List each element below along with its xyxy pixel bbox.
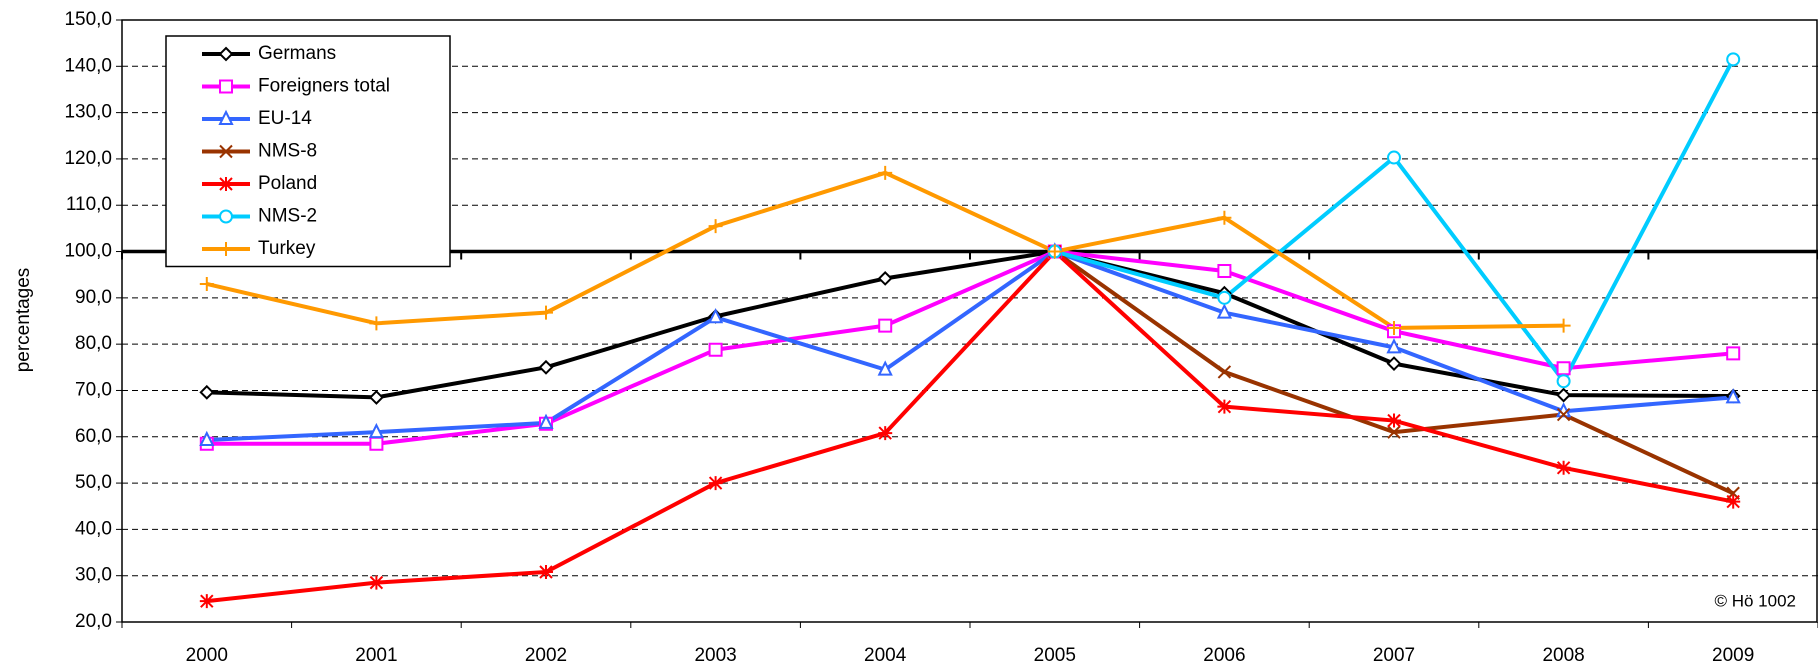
legend-label: NMS-2 xyxy=(258,206,317,227)
point xyxy=(1725,388,1741,404)
point xyxy=(369,436,384,451)
point xyxy=(1556,387,1572,403)
legend-label: EU-14 xyxy=(258,108,312,129)
legend-label: Turkey xyxy=(258,238,316,259)
x-tick-label: 2001 xyxy=(355,645,397,666)
point xyxy=(878,426,893,441)
y-tick-label: 100,0 xyxy=(64,241,112,262)
y-tick-label: 130,0 xyxy=(64,102,112,123)
series-line xyxy=(206,249,1734,446)
point xyxy=(1386,338,1402,354)
series-line xyxy=(206,249,1734,604)
x-tick-label: 2004 xyxy=(864,645,907,666)
legend-marker xyxy=(218,109,234,125)
point xyxy=(1386,356,1402,372)
point xyxy=(1726,494,1741,509)
point xyxy=(1556,318,1571,333)
x-tick-label: 2000 xyxy=(186,645,228,666)
point xyxy=(707,308,724,324)
x-tick-label: 2005 xyxy=(1034,645,1076,666)
point xyxy=(1387,425,1401,439)
point xyxy=(1556,374,1571,389)
y-tick-label: 30,0 xyxy=(75,565,112,586)
legend-label: NMS-8 xyxy=(258,141,317,162)
y-tick-label: 140,0 xyxy=(64,55,112,76)
point xyxy=(1556,407,1571,422)
point xyxy=(538,359,554,375)
point xyxy=(1556,361,1571,376)
y-tick-label: 110,0 xyxy=(66,194,112,215)
legend-marker xyxy=(219,242,233,256)
point xyxy=(538,413,554,429)
y-tick-label: 120,0 xyxy=(64,148,112,169)
point xyxy=(878,318,893,333)
point xyxy=(1387,320,1401,335)
point xyxy=(369,316,384,331)
point xyxy=(1217,210,1232,225)
y-tick-label: 70,0 xyxy=(75,379,112,400)
legend-marker xyxy=(219,177,233,191)
point xyxy=(199,276,214,291)
point xyxy=(199,384,215,400)
y-tick-label: 90,0 xyxy=(75,287,112,308)
point xyxy=(368,389,384,405)
point xyxy=(1217,290,1232,305)
y-tick-label: 40,0 xyxy=(75,518,112,539)
x-tick-label: 2009 xyxy=(1712,645,1754,666)
x-tick-label: 2007 xyxy=(1373,645,1415,666)
point xyxy=(368,422,385,439)
y-axis-label: percentages xyxy=(13,268,34,373)
point xyxy=(877,360,893,376)
y-tick-label: 80,0 xyxy=(75,333,112,354)
point xyxy=(1726,52,1741,67)
x-tick-label: 2002 xyxy=(525,645,567,666)
y-tick-label: 150,0 xyxy=(64,9,112,30)
legend-label: Foreigners total xyxy=(258,76,390,97)
legend-marker xyxy=(219,79,233,94)
point xyxy=(708,476,723,491)
legend-marker xyxy=(218,46,234,62)
point xyxy=(1217,399,1232,414)
x-tick-label: 2006 xyxy=(1203,645,1245,666)
point xyxy=(708,342,723,357)
point xyxy=(1217,263,1232,278)
legend-marker xyxy=(219,144,233,159)
y-tick-label: 20,0 xyxy=(75,611,112,632)
point xyxy=(1047,244,1062,259)
point xyxy=(199,430,215,447)
point xyxy=(539,564,553,579)
y-tick-label: 60,0 xyxy=(75,426,112,447)
legend-label: Poland xyxy=(258,173,317,194)
point xyxy=(708,219,723,234)
point xyxy=(1556,460,1571,475)
point xyxy=(539,305,553,320)
point xyxy=(1217,365,1232,379)
legend-label: Germans xyxy=(258,43,336,64)
point xyxy=(878,165,893,180)
point xyxy=(1387,150,1401,165)
point xyxy=(199,594,214,609)
point xyxy=(877,270,893,286)
x-tick-label: 2003 xyxy=(694,645,736,666)
point xyxy=(1216,303,1233,319)
x-tick-label: 2008 xyxy=(1542,645,1584,666)
legend-marker xyxy=(219,209,233,224)
series-line xyxy=(206,249,1734,443)
point xyxy=(1726,346,1741,361)
annotation: © Hö 1002 xyxy=(1714,591,1796,610)
point xyxy=(1387,413,1401,428)
y-tick-label: 50,0 xyxy=(75,472,112,493)
point xyxy=(369,575,384,590)
